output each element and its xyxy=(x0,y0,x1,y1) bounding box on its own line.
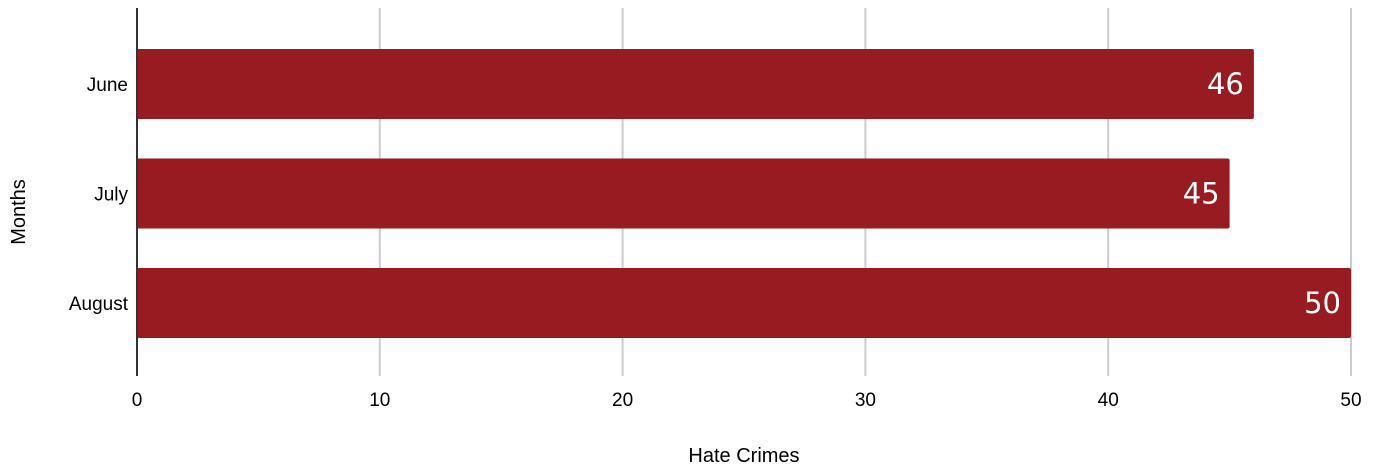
data-label: 45 xyxy=(1183,177,1220,211)
data-label: 50 xyxy=(1304,286,1341,320)
bar-july xyxy=(137,158,1230,229)
x-axis-title: Hate Crimes xyxy=(688,445,799,467)
x-tick-label: 30 xyxy=(855,390,876,411)
x-tick-label: 10 xyxy=(369,390,390,411)
labels: 0 10 20 30 40 50 46 June 45 July 50 August xyxy=(69,67,1362,411)
bars xyxy=(137,49,1351,338)
data-label: 46 xyxy=(1207,67,1244,101)
x-tick-label: 0 xyxy=(132,390,143,411)
x-tick-label: 20 xyxy=(612,390,633,411)
x-tick-label: 40 xyxy=(1098,390,1119,411)
x-tick-label: 50 xyxy=(1340,390,1361,411)
y-tick-label: July xyxy=(94,185,128,206)
bar-august xyxy=(137,268,1351,338)
y-axis-title: Months xyxy=(8,179,30,245)
bar-june xyxy=(137,49,1254,119)
y-tick-label: June xyxy=(87,75,128,96)
y-tick-label: August xyxy=(69,294,129,315)
